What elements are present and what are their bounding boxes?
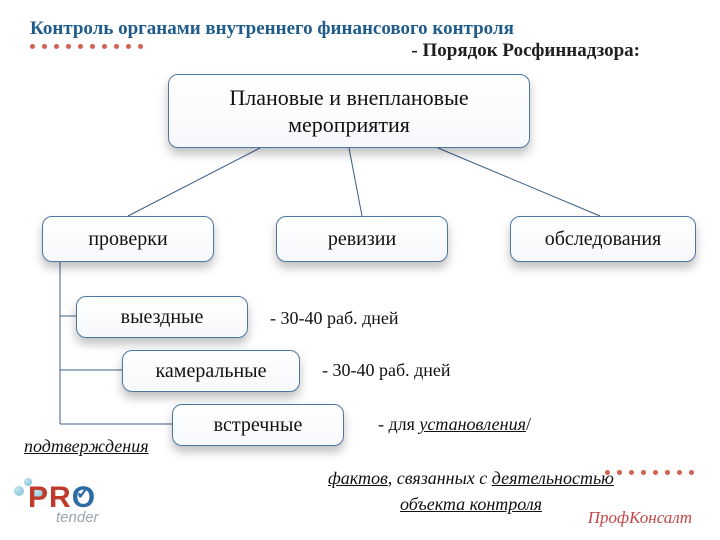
decor-dots-top [30, 44, 143, 49]
annotation-ustanov-word: установления [419, 414, 526, 434]
annotation-faktov-mid: , связанных с [388, 468, 492, 488]
annotation-dur1: - 30-40 раб. дней [270, 308, 399, 329]
annotation-faktov: фактов, связанных с деятельностью [328, 468, 614, 489]
decor-dots-br [605, 470, 694, 475]
node-main: Плановые и внеплановыемероприятия [168, 74, 530, 148]
annotation-ustanov-suffix: / [526, 414, 531, 434]
node-kameralnye: камеральные [122, 350, 300, 392]
node-vstrechnye: встречные [172, 404, 344, 446]
annotation-podtver-text: подтверждения [24, 436, 149, 456]
annotation-ustanov-prefix: - для [378, 414, 419, 434]
node-proverki: проверки [42, 216, 214, 262]
node-kameralnye-label: камеральные [156, 360, 267, 383]
brand-right: ПрофКонсалт [588, 508, 692, 528]
node-revizii: ревизии [276, 216, 448, 262]
node-obsled-label: обследования [545, 228, 661, 251]
node-main-label: Плановые и внеплановыемероприятия [229, 84, 468, 139]
annotation-dur2: - 30-40 раб. дней [322, 360, 451, 381]
node-revizii-label: ревизии [328, 228, 396, 251]
node-vstrechnye-label: встречные [214, 414, 303, 437]
node-proverki-label: проверки [88, 228, 167, 251]
annotation-obj: объекта контроля [400, 494, 542, 515]
annotation-ustanov: - для установления/ [378, 414, 531, 435]
annotation-faktov-word1: фактов [328, 468, 388, 488]
title-line-1: Контроль органами внутреннего финансовог… [30, 18, 690, 40]
annotation-podtver: подтверждения [24, 436, 149, 457]
annotation-faktov-word2: деятельностью [492, 468, 614, 488]
node-obsled: обследования [510, 216, 696, 262]
node-vyezdnye: выездные [76, 296, 248, 338]
annotation-obj-word: объекта контроля [400, 494, 542, 514]
node-vyezdnye-label: выездные [121, 306, 204, 329]
title-block: Контроль органами внутреннего финансовог… [0, 0, 720, 66]
brand-logo: PRO tender [28, 481, 99, 526]
